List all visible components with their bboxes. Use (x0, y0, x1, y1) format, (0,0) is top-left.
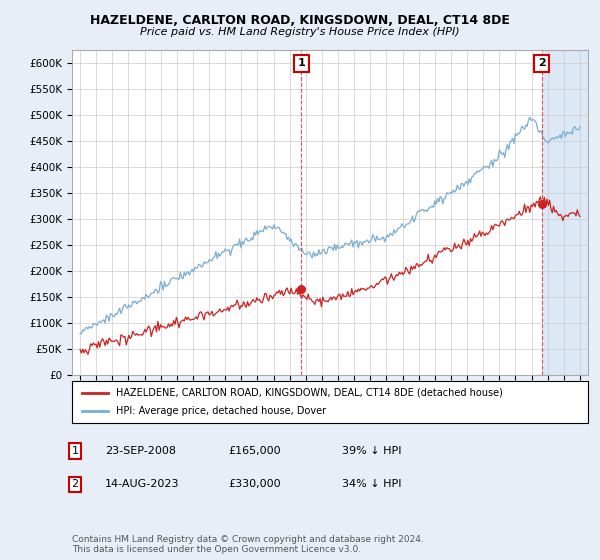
Text: 39% ↓ HPI: 39% ↓ HPI (342, 446, 401, 456)
Text: 2: 2 (538, 58, 545, 68)
Text: HPI: Average price, detached house, Dover: HPI: Average price, detached house, Dove… (116, 406, 326, 416)
Text: £330,000: £330,000 (228, 479, 281, 489)
Text: Price paid vs. HM Land Registry's House Price Index (HPI): Price paid vs. HM Land Registry's House … (140, 27, 460, 37)
Point (296, 285, 306, 294)
Text: Contains HM Land Registry data © Crown copyright and database right 2024.
This d: Contains HM Land Registry data © Crown c… (72, 535, 424, 554)
Text: 14-AUG-2023: 14-AUG-2023 (105, 479, 179, 489)
Text: 34% ↓ HPI: 34% ↓ HPI (342, 479, 401, 489)
Text: HAZELDENE, CARLTON ROAD, KINGSDOWN, DEAL, CT14 8DE: HAZELDENE, CARLTON ROAD, KINGSDOWN, DEAL… (90, 14, 510, 27)
Point (537, 199, 547, 208)
Bar (542, 50, 588, 375)
Text: HAZELDENE, CARLTON ROAD, KINGSDOWN, DEAL, CT14 8DE (detached house): HAZELDENE, CARLTON ROAD, KINGSDOWN, DEAL… (116, 388, 503, 398)
Text: 1: 1 (71, 446, 79, 456)
Text: 1: 1 (298, 58, 305, 68)
Text: £165,000: £165,000 (228, 446, 281, 456)
Text: 2: 2 (71, 479, 79, 489)
Text: 23-SEP-2008: 23-SEP-2008 (105, 446, 176, 456)
